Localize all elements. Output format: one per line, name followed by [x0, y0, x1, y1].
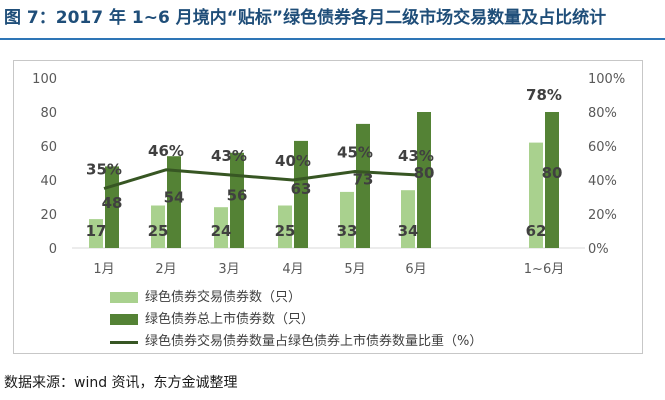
y-left-tick-label: 100	[32, 72, 57, 87]
bar-listed-label: 54	[164, 189, 185, 207]
legend-item-ratio: 绿色债券交易债券数量占绿色债券上市债券数量比重（%）	[110, 333, 483, 351]
bar-listed-label: 56	[227, 187, 248, 205]
x-tick-label: 1月	[93, 262, 114, 277]
legend-line-ratio	[110, 341, 138, 344]
bar-listed	[545, 112, 559, 248]
y-left-tick-label: 40	[40, 174, 57, 189]
bar-traded-label: 24	[211, 222, 232, 240]
x-tick-label: 1~6月	[524, 262, 564, 277]
y-right-tick-label: 0%	[588, 242, 609, 257]
bar-traded	[340, 191, 354, 248]
figure-title: 图 7：2017 年 1~6 月境内“贴标”绿色债券各月二级市场交易数量及占比统…	[4, 8, 607, 28]
chart-frame	[13, 60, 643, 354]
bar-traded-label: 25	[148, 222, 169, 240]
ratio-point-label: 46%	[148, 142, 184, 160]
ratio-point-label: 78%	[526, 86, 562, 104]
bar-traded	[214, 207, 228, 248]
ratio-point-label: 35%	[86, 161, 122, 179]
x-tick-label: 2月	[155, 262, 176, 277]
bar-traded	[89, 219, 103, 248]
bar-listed-label: 48	[102, 194, 123, 212]
y-left-tick-label: 80	[40, 106, 57, 121]
legend-swatch-listed	[110, 314, 138, 325]
legend-label-listed: 绿色债券总上市债券数（只）	[145, 312, 315, 327]
bar-traded-label: 62	[526, 222, 547, 240]
bar-traded-label: 33	[337, 222, 358, 240]
x-tick-label: 4月	[282, 262, 303, 277]
legend-label-traded: 绿色债券交易债券数（只）	[145, 290, 302, 305]
ratio-point-label: 43%	[398, 147, 434, 165]
y-right-tick-label: 40%	[588, 174, 617, 189]
bar-listed-label: 80	[414, 164, 435, 182]
legend-item-listed: 绿色债券总上市债券数（只）	[110, 311, 315, 329]
bar-listed-label: 73	[353, 171, 374, 189]
bar-traded	[278, 205, 292, 248]
bar-traded	[529, 142, 543, 248]
y-left-tick-label: 20	[40, 208, 57, 223]
y-right-tick-label: 80%	[588, 106, 617, 121]
bar-listed-label: 80	[542, 164, 563, 182]
bar-traded-label: 34	[398, 222, 419, 240]
title-rule	[0, 38, 665, 40]
legend-label-ratio: 绿色债券交易债券数量占绿色债券上市债券数量比重（%）	[145, 334, 483, 349]
bar-traded	[401, 190, 415, 248]
ratio-point-label: 40%	[275, 152, 311, 170]
bar-listed	[417, 112, 431, 248]
legend-item-traded: 绿色债券交易债券数（只）	[110, 289, 302, 307]
x-tick-label: 3月	[218, 262, 239, 277]
bar-listed	[356, 123, 370, 248]
legend-swatch-traded	[110, 292, 138, 303]
bar-listed	[167, 156, 181, 248]
bar-listed-label: 63	[291, 180, 312, 198]
bar-listed	[294, 140, 308, 248]
y-left-tick-label: 0	[49, 242, 57, 257]
y-left-tick-label: 60	[40, 140, 57, 155]
source-note: 数据来源：wind 资讯，东方金诚整理	[4, 375, 238, 391]
bar-traded	[151, 205, 165, 248]
y-right-tick-label: 60%	[588, 140, 617, 155]
y-right-tick-label: 20%	[588, 208, 617, 223]
ratio-point-label: 45%	[337, 144, 373, 162]
x-tick-label: 6月	[405, 262, 426, 277]
bar-traded-label: 17	[86, 222, 107, 240]
ratio-point-label: 43%	[211, 147, 247, 165]
bar-traded-label: 25	[275, 222, 296, 240]
x-tick-label: 5月	[344, 262, 365, 277]
y-right-tick-label: 100%	[588, 72, 625, 87]
ratio-line	[103, 168, 417, 190]
